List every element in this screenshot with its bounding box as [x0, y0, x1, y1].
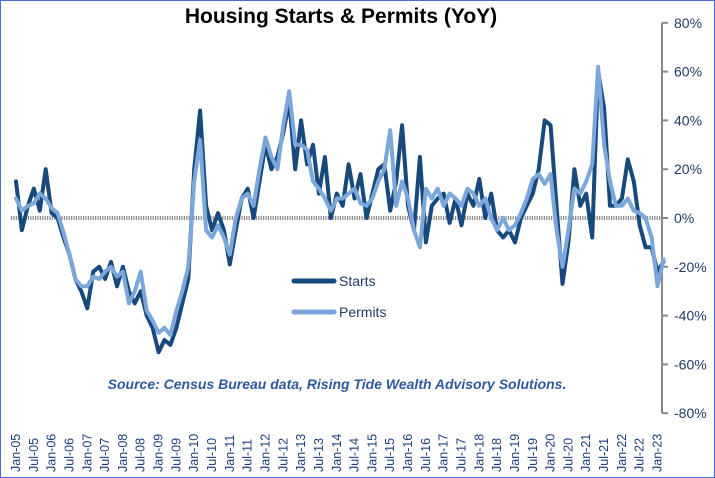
x-tick-label: Jan-15	[365, 434, 379, 472]
x-tick-label: Jan-18	[472, 434, 486, 472]
y-tick-label: -60%	[674, 356, 707, 372]
x-tick-label: Jul-18	[490, 438, 504, 472]
y-tick-label: 0%	[674, 210, 694, 226]
x-tick-label: Jul-17	[455, 438, 469, 472]
x-tick-label: Jan-12	[258, 434, 272, 472]
x-tick-label: Jan-22	[615, 434, 629, 472]
x-tick-label: Jul-13	[312, 438, 326, 472]
y-tick-label: -80%	[674, 405, 707, 421]
x-tick-label: Jul-20	[561, 438, 575, 472]
x-tick-label: Jul-08	[134, 438, 148, 472]
x-tick-label: Jul-14	[348, 438, 362, 472]
x-tick-label: Jan-20	[544, 434, 558, 472]
x-tick-label: Jan-07	[80, 434, 94, 472]
y-tick-label: 60%	[674, 64, 702, 80]
chart-title: Housing Starts & Permits (YoY)	[184, 5, 498, 28]
x-tick-label: Jul-19	[526, 438, 540, 472]
x-tick-label: Jan-10	[187, 434, 201, 472]
x-tick-label: Jan-06	[45, 434, 59, 472]
x-tick-label: Jan-14	[330, 434, 344, 472]
x-tick-label: Jul-12	[276, 438, 290, 472]
x-tick-label: Jul-11	[241, 439, 255, 472]
x-tick-label: Jan-13	[294, 434, 308, 472]
x-tick-label: Jan-19	[508, 434, 522, 472]
series-line-permits	[14, 64, 666, 338]
y-tick-label: -40%	[674, 308, 707, 324]
x-tick-label: Jan-21	[579, 434, 593, 472]
x-tick-label: Jul-16	[419, 438, 433, 472]
source-annotation: Source: Census Bureau data, Rising Tide …	[108, 376, 567, 392]
x-tick-label: Jan-05	[9, 434, 23, 472]
x-tick-label: Jan-17	[437, 434, 451, 472]
x-tick-label: Jan-11	[223, 435, 237, 472]
y-tick-label: -20%	[674, 259, 707, 275]
x-tick-label: Jan-23	[651, 434, 665, 472]
x-tick-label: Jul-09	[169, 438, 183, 472]
legend-label-starts: Starts	[339, 273, 376, 289]
y-tick-label: 40%	[674, 112, 702, 128]
x-tick-label: Jul-05	[27, 438, 41, 472]
y-tick-label: 20%	[674, 161, 702, 177]
x-tick-label: Jul-07	[98, 438, 112, 472]
x-tick-label: Jan-09	[152, 434, 166, 472]
legend-label-permits: Permits	[339, 304, 386, 320]
x-tick-label: Jul-10	[205, 438, 219, 472]
x-tick-label: Jul-22	[633, 438, 647, 472]
x-tick-label: Jul-15	[383, 438, 397, 472]
x-tick-label: Jul-21	[597, 438, 611, 472]
x-tick-label: Jan-16	[401, 434, 415, 472]
x-tick-label: Jan-08	[116, 434, 130, 472]
x-tick-label: Jul-06	[62, 438, 76, 472]
y-tick-label: 80%	[674, 15, 702, 31]
